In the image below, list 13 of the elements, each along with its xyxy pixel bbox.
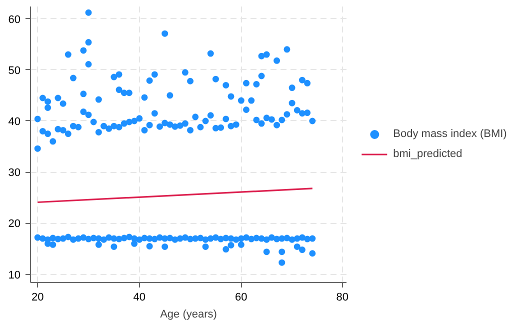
x-tick-label: 60 <box>235 292 248 304</box>
x-axis-title: Age (years) <box>160 308 217 320</box>
x-tick-label: 80 <box>336 292 349 304</box>
y-tick-label: 20 <box>8 218 21 230</box>
legend-label: Body mass index (BMI) <box>393 128 507 140</box>
y-tick-label: 50 <box>8 64 21 77</box>
y-tick-label: 10 <box>8 269 21 282</box>
y-tick-label: 60 <box>8 14 21 26</box>
x-tick-label: 20 <box>32 292 44 304</box>
legend-label: bmi_predicted <box>393 148 462 160</box>
y-tick-label: 40 <box>8 116 21 128</box>
y-tick-label: 30 <box>8 167 21 180</box>
x-tick-label: 40 <box>133 292 146 304</box>
